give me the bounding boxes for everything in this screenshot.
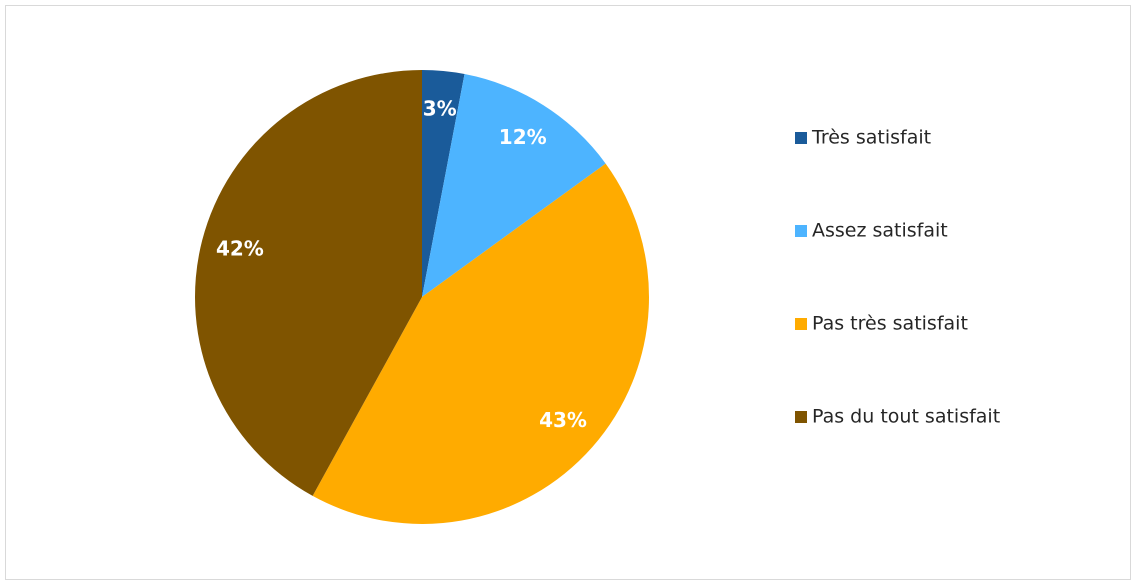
data-label: 42%: [216, 237, 264, 261]
legend-swatch: [795, 225, 807, 237]
legend-label: Assez satisfait: [812, 220, 948, 242]
legend-label: Pas très satisfait: [812, 313, 968, 335]
legend-label: Très satisfait: [811, 127, 931, 149]
pie-slice: [194, 69, 422, 496]
data-label: 12%: [499, 125, 547, 149]
legend-swatch: [795, 318, 807, 330]
pie-slice: [422, 70, 465, 297]
legend-swatch: [795, 411, 807, 423]
legend-label: Pas du tout satisfait: [812, 406, 1000, 428]
legend-swatch: [795, 132, 807, 144]
data-label: 43%: [539, 408, 587, 432]
pie-slice: [312, 163, 649, 524]
data-label: 3%: [423, 96, 457, 120]
pie-slice: [422, 74, 606, 297]
